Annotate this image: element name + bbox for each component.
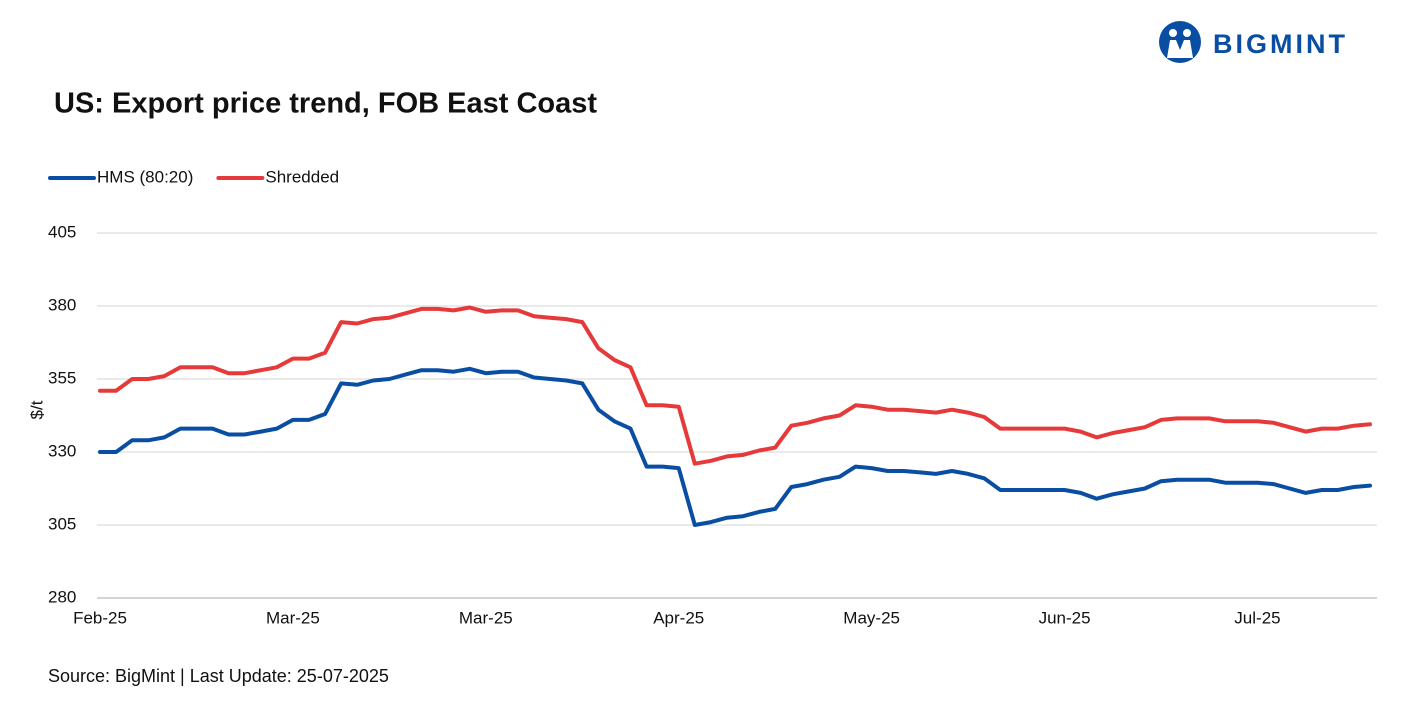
x-tick-label: May-25 xyxy=(843,608,900,627)
x-tick-label: Feb-25 xyxy=(73,608,127,627)
logo-icon xyxy=(1183,29,1191,37)
legend-label: HMS (80:20) xyxy=(97,167,193,186)
y-tick-label: 380 xyxy=(48,295,76,314)
logo: BIGMINT xyxy=(1159,21,1348,63)
x-tick-label: Jun-25 xyxy=(1039,608,1091,627)
x-tick-label: Jul-25 xyxy=(1234,608,1280,627)
series-line xyxy=(98,305,1372,466)
source-note: Source: BigMint | Last Update: 25-07-202… xyxy=(48,666,389,686)
logo-icon xyxy=(1169,29,1177,37)
x-tick-label: Mar-25 xyxy=(459,608,513,627)
y-tick-label: 330 xyxy=(48,441,76,460)
y-tick-label: 280 xyxy=(48,587,76,606)
y-axis-label: $/t xyxy=(27,400,46,419)
x-tick-label: Apr-25 xyxy=(653,608,704,627)
series-line xyxy=(98,366,1372,527)
y-tick-label: 355 xyxy=(48,368,76,387)
logo-text: BIGMINT xyxy=(1213,29,1348,59)
x-tick-label: Mar-25 xyxy=(266,608,320,627)
y-tick-label: 405 xyxy=(48,222,76,241)
y-tick-label: 305 xyxy=(48,514,76,533)
logo-icon xyxy=(1167,40,1193,58)
legend-label: Shredded xyxy=(265,167,339,186)
chart-title: US: Export price trend, FOB East Coast xyxy=(54,88,597,120)
